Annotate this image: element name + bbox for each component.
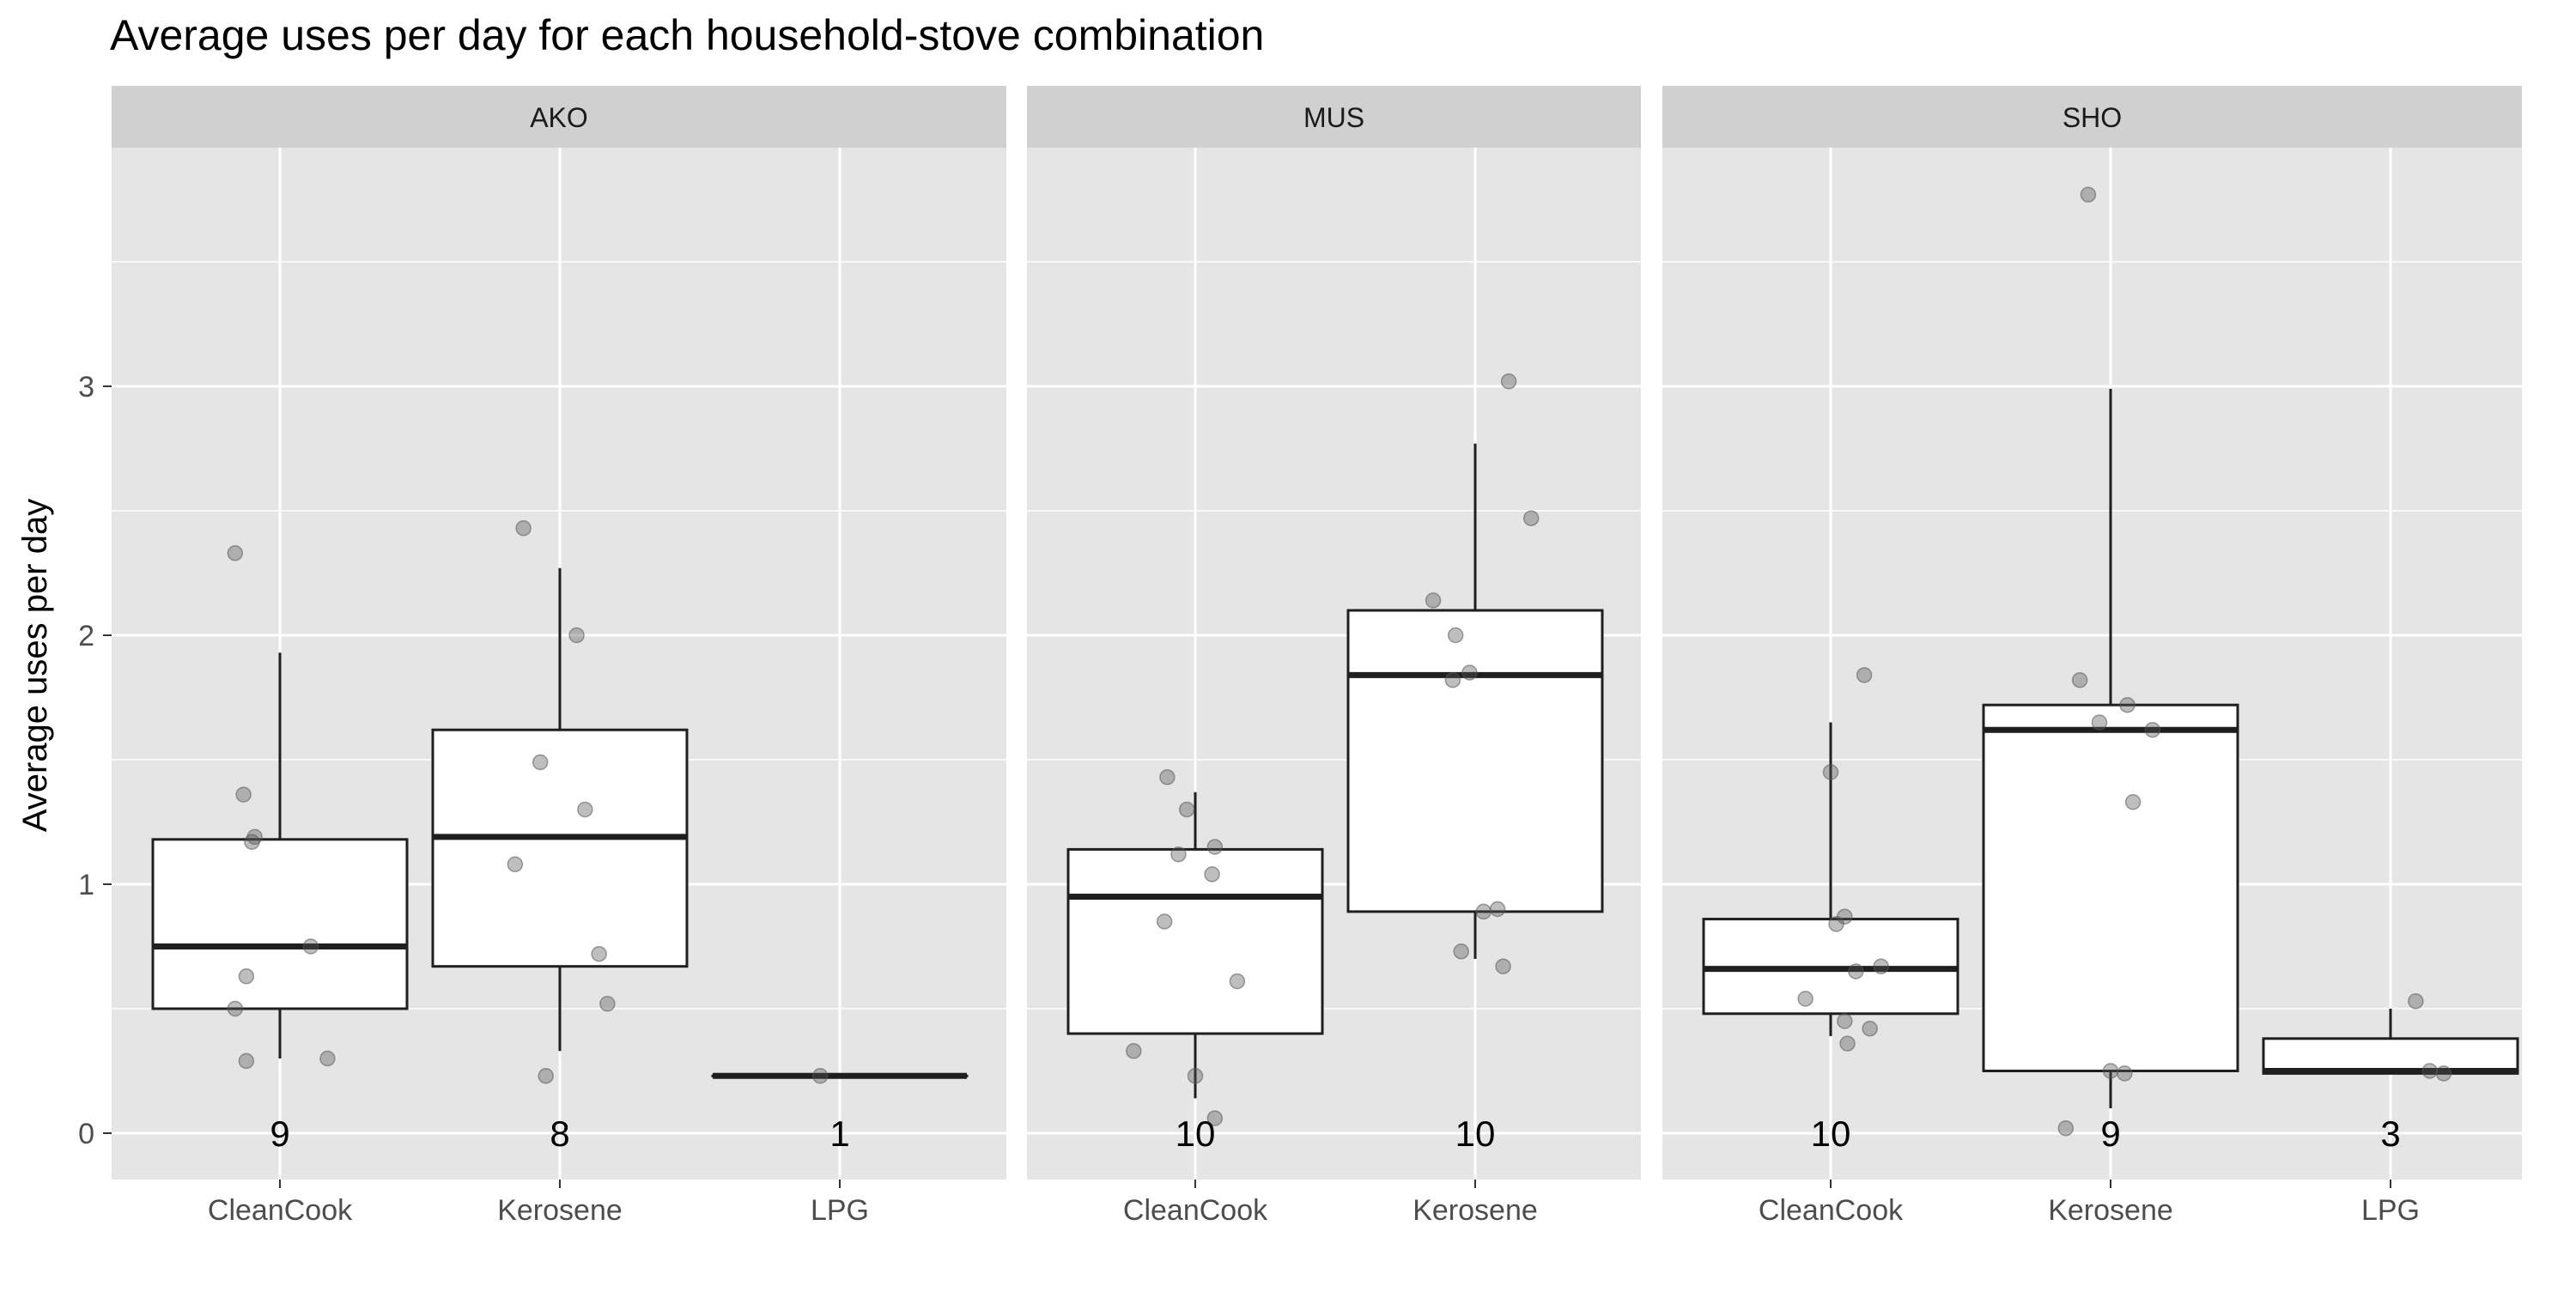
box <box>1984 705 2238 1071</box>
count-label: 1 <box>829 1113 849 1154</box>
x-tick-label: Kerosene <box>1413 1194 1538 1227</box>
data-point <box>1840 1036 1855 1051</box>
data-point <box>592 947 606 961</box>
count-label: 9 <box>2100 1113 2120 1154</box>
box <box>153 840 407 1009</box>
data-point <box>2422 1064 2437 1078</box>
count-label: 10 <box>1176 1113 1216 1154</box>
data-point <box>1462 665 1477 680</box>
count-label: 3 <box>2380 1113 2400 1154</box>
count-label: 10 <box>1811 1113 1851 1154</box>
y-tick-label: 1 <box>78 869 94 901</box>
data-point <box>1476 904 1491 919</box>
data-point <box>2436 1066 2451 1081</box>
facet-strip-label: MUS <box>1303 102 1364 133</box>
y-axis-title: Average uses per day <box>16 499 54 832</box>
data-point <box>2104 1064 2118 1078</box>
data-point <box>1157 914 1172 929</box>
x-tick-label: CleanCook <box>1759 1194 1904 1227</box>
x-tick-label: LPG <box>811 1194 869 1227</box>
facets-layer: 0 1 2 3 AKO 9 CleanCook 8 Kerosene 1 LPG MUS 10 Clean… <box>78 86 2522 1227</box>
data-point <box>1426 593 1441 608</box>
data-point <box>1160 770 1175 785</box>
x-tick-label: CleanCook <box>1123 1194 1268 1227</box>
data-point <box>2409 994 2423 1009</box>
x-tick-label: CleanCook <box>208 1194 353 1227</box>
count-label: 9 <box>270 1113 289 1154</box>
data-point <box>1838 1014 1852 1028</box>
data-point <box>1180 803 1194 817</box>
data-point <box>1205 867 1219 882</box>
data-point <box>1824 765 1838 779</box>
data-point <box>507 857 522 871</box>
x-tick-label: Kerosene <box>2048 1194 2173 1227</box>
data-point <box>236 787 251 802</box>
y-tick-label: 3 <box>78 371 94 403</box>
count-label: 8 <box>550 1113 569 1154</box>
data-point <box>1171 847 1186 862</box>
data-point <box>2126 795 2141 810</box>
data-point <box>2058 1121 2073 1136</box>
facet-strip-label: SHO <box>2063 102 2122 133</box>
facet-panel-sho: SHO 10 CleanCook 9 Kerosene 3 LPG <box>1662 86 2522 1227</box>
chart-title: Average uses per day for each household-… <box>110 11 1264 59</box>
count-label: 10 <box>1455 1113 1496 1154</box>
data-point <box>2145 723 2160 737</box>
y-tick-label: 2 <box>78 620 94 652</box>
data-point <box>2092 715 2106 730</box>
data-point <box>600 997 615 1011</box>
y-tick-label: 0 <box>78 1118 94 1150</box>
data-point <box>569 628 584 643</box>
data-point <box>1207 840 1222 854</box>
x-tick-label: Kerosene <box>497 1194 623 1227</box>
data-point <box>1524 511 1539 525</box>
box <box>1068 849 1322 1034</box>
data-point <box>1445 673 1460 688</box>
data-point <box>228 1002 242 1016</box>
data-point <box>1798 992 1813 1006</box>
data-point <box>1188 1069 1203 1083</box>
data-point <box>2120 698 2135 713</box>
data-point <box>2073 673 2087 688</box>
data-point <box>1829 917 1844 931</box>
data-point <box>2081 187 2095 202</box>
data-point <box>533 755 548 769</box>
data-point <box>538 1069 553 1083</box>
data-point <box>1454 944 1468 959</box>
data-point <box>239 969 253 984</box>
box <box>433 730 687 966</box>
data-point <box>303 939 318 954</box>
data-point <box>1502 374 1516 389</box>
data-point <box>516 521 531 536</box>
data-point <box>1862 1022 1877 1036</box>
facet-panel-ako: AKO 9 CleanCook 8 Kerosene 1 LPG <box>112 86 1006 1227</box>
data-point <box>813 1069 828 1083</box>
box <box>1348 610 1602 912</box>
data-point <box>1449 628 1463 643</box>
data-point <box>1874 959 1888 974</box>
data-point <box>320 1052 335 1066</box>
facet-strip-label: AKO <box>530 102 588 133</box>
data-point <box>1857 668 1872 682</box>
x-tick-label: LPG <box>2361 1194 2420 1227</box>
data-point <box>578 803 592 817</box>
data-point <box>247 829 262 844</box>
data-point <box>228 546 242 561</box>
facet-panel-mus: MUS 10 CleanCook 10 Kerosene <box>1027 86 1641 1227</box>
data-point <box>1491 902 1505 917</box>
data-point <box>1849 964 1863 979</box>
data-point <box>1496 959 1510 974</box>
data-point <box>1230 974 1244 989</box>
data-point <box>2117 1066 2132 1081</box>
data-point <box>239 1053 253 1068</box>
data-point <box>1127 1044 1141 1058</box>
